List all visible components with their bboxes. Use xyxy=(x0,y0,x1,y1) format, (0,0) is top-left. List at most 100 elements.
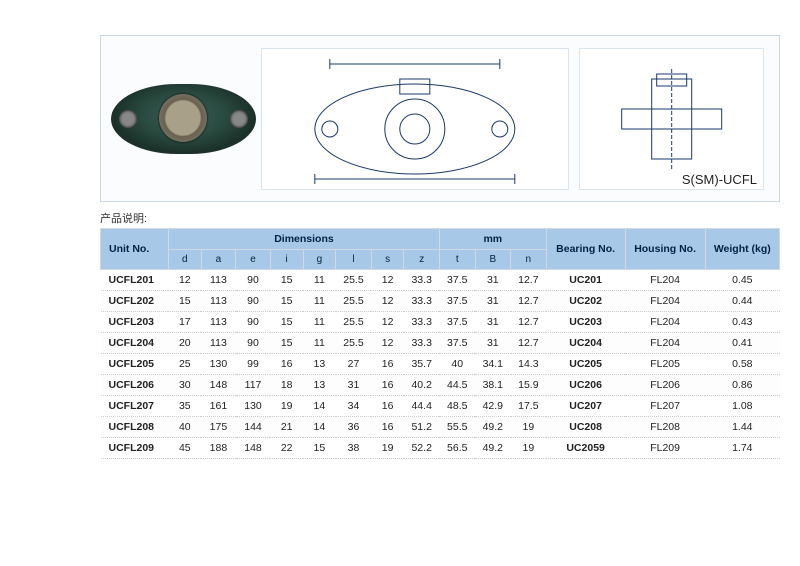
cell-s: 12 xyxy=(371,312,404,333)
cell-l: 25.5 xyxy=(336,291,372,312)
cell-z: 33.3 xyxy=(404,291,440,312)
cell-weight: 1.74 xyxy=(705,438,779,459)
cell-i: 15 xyxy=(270,333,303,354)
table-row: UCFL2011211390151125.51233.337.53112.7UC… xyxy=(101,270,780,291)
cell-d: 12 xyxy=(168,270,201,291)
cell-n: 19 xyxy=(511,417,547,438)
cell-unit: UCFL202 xyxy=(101,291,169,312)
table-row: UCFL209451881482215381952.256.549.219UC2… xyxy=(101,438,780,459)
cell-n: 12.7 xyxy=(511,333,547,354)
product-note-label: 产品说明: xyxy=(100,210,800,226)
cell-l: 25.5 xyxy=(336,333,372,354)
cell-n: 15.9 xyxy=(511,375,547,396)
cell-bearing: UC2059 xyxy=(546,438,625,459)
cell-g: 14 xyxy=(303,417,336,438)
cell-d: 40 xyxy=(168,417,201,438)
cell-t: 37.5 xyxy=(439,333,475,354)
cell-unit: UCFL209 xyxy=(101,438,169,459)
cell-B: 34.1 xyxy=(475,354,511,375)
header-t: t xyxy=(439,250,475,270)
cell-s: 16 xyxy=(371,396,404,417)
cell-bearing: UC203 xyxy=(546,312,625,333)
cell-e: 90 xyxy=(236,333,271,354)
cell-d: 45 xyxy=(168,438,201,459)
cell-unit: UCFL204 xyxy=(101,333,169,354)
cell-d: 20 xyxy=(168,333,201,354)
cell-weight: 0.43 xyxy=(705,312,779,333)
cell-s: 16 xyxy=(371,417,404,438)
cell-s: 12 xyxy=(371,333,404,354)
cell-a: 161 xyxy=(201,396,236,417)
cell-l: 25.5 xyxy=(336,312,372,333)
cell-e: 99 xyxy=(236,354,271,375)
table-row: UCFL208401751442114361651.255.549.219UC2… xyxy=(101,417,780,438)
header-housing: Housing No. xyxy=(625,229,705,270)
cell-g: 13 xyxy=(303,375,336,396)
cell-l: 27 xyxy=(336,354,372,375)
cell-a: 175 xyxy=(201,417,236,438)
cell-B: 31 xyxy=(475,291,511,312)
cell-e: 130 xyxy=(236,396,271,417)
cell-z: 52.2 xyxy=(404,438,440,459)
cell-weight: 0.44 xyxy=(705,291,779,312)
cell-n: 12.7 xyxy=(511,270,547,291)
cell-g: 13 xyxy=(303,354,336,375)
cell-i: 15 xyxy=(270,291,303,312)
cell-n: 12.7 xyxy=(511,312,547,333)
cell-unit: UCFL207 xyxy=(101,396,169,417)
cell-g: 14 xyxy=(303,396,336,417)
header-z: z xyxy=(404,250,440,270)
cell-e: 90 xyxy=(236,291,271,312)
cell-z: 33.3 xyxy=(404,312,440,333)
cell-bearing: UC202 xyxy=(546,291,625,312)
table-row: UCFL207351611301914341644.448.542.917.5U… xyxy=(101,396,780,417)
cell-housing: FL207 xyxy=(625,396,705,417)
cell-g: 15 xyxy=(303,438,336,459)
cell-t: 56.5 xyxy=(439,438,475,459)
cell-weight: 0.58 xyxy=(705,354,779,375)
cell-l: 31 xyxy=(336,375,372,396)
diagram-area: S(SM)-UCFL xyxy=(100,35,780,202)
cell-l: 25.5 xyxy=(336,270,372,291)
cell-unit: UCFL203 xyxy=(101,312,169,333)
cell-g: 11 xyxy=(303,291,336,312)
cell-e: 90 xyxy=(236,270,271,291)
cell-unit: UCFL201 xyxy=(101,270,169,291)
header-i: i xyxy=(270,250,303,270)
cell-housing: FL204 xyxy=(625,312,705,333)
cell-z: 33.3 xyxy=(404,270,440,291)
cell-bearing: UC205 xyxy=(546,354,625,375)
header-g: g xyxy=(303,250,336,270)
technical-drawing-top xyxy=(261,48,569,190)
cell-i: 15 xyxy=(270,312,303,333)
table-row: UCFL2031711390151125.51233.337.53112.7UC… xyxy=(101,312,780,333)
cell-e: 144 xyxy=(236,417,271,438)
cell-t: 48.5 xyxy=(439,396,475,417)
cell-bearing: UC201 xyxy=(546,270,625,291)
cell-n: 19 xyxy=(511,438,547,459)
header-s: s xyxy=(371,250,404,270)
cell-unit: UCFL208 xyxy=(101,417,169,438)
header-a: a xyxy=(201,250,236,270)
header-d: d xyxy=(168,250,201,270)
cell-i: 16 xyxy=(270,354,303,375)
cell-B: 49.2 xyxy=(475,417,511,438)
cell-B: 31 xyxy=(475,333,511,354)
cell-weight: 1.44 xyxy=(705,417,779,438)
cell-d: 17 xyxy=(168,312,201,333)
cell-i: 15 xyxy=(270,270,303,291)
cell-z: 40.2 xyxy=(404,375,440,396)
header-bearing: Bearing No. xyxy=(546,229,625,270)
cell-s: 19 xyxy=(371,438,404,459)
cell-z: 33.3 xyxy=(404,333,440,354)
cell-g: 11 xyxy=(303,270,336,291)
cell-t: 37.5 xyxy=(439,270,475,291)
cell-housing: FL204 xyxy=(625,333,705,354)
cell-d: 25 xyxy=(168,354,201,375)
cell-g: 11 xyxy=(303,312,336,333)
cell-housing: FL205 xyxy=(625,354,705,375)
cell-s: 12 xyxy=(371,270,404,291)
cell-t: 55.5 xyxy=(439,417,475,438)
cell-a: 113 xyxy=(201,312,236,333)
cell-bearing: UC208 xyxy=(546,417,625,438)
